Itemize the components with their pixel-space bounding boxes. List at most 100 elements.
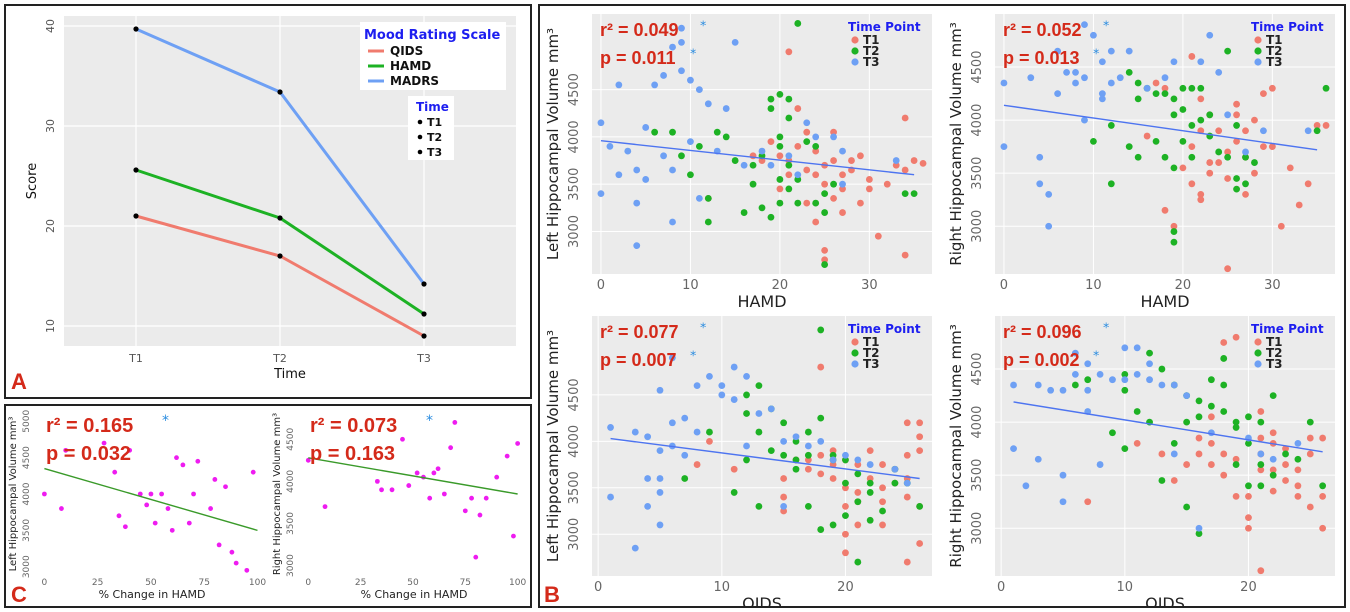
- x-tick-label: 0: [1000, 278, 1008, 293]
- data-point-t3: [842, 451, 849, 459]
- data-point: [431, 470, 437, 476]
- data-point-t2: [1232, 424, 1240, 431]
- data-point-t3: [606, 142, 614, 150]
- data-point-t2: [1134, 95, 1142, 103]
- data-point-t3: [668, 419, 676, 427]
- data-point-t1: [901, 251, 909, 259]
- data-point-t1: [854, 521, 862, 529]
- data-point-t3: [1158, 381, 1166, 389]
- data-point-t1: [1319, 434, 1327, 442]
- r-squared-label: r² = 0.052: [1003, 20, 1082, 40]
- data-point-t3: [1059, 498, 1067, 506]
- data-point-t2: [767, 95, 775, 103]
- data-point-t3: [693, 428, 701, 436]
- x-tick-label: 50: [145, 578, 157, 588]
- data-point-t1: [1188, 180, 1196, 188]
- data-point-t1: [785, 171, 793, 179]
- data-point-t3: [1109, 376, 1116, 384]
- legend-key-t1: [1254, 338, 1262, 346]
- data-point-t2: [1107, 180, 1115, 188]
- data-point-t1: [1161, 84, 1169, 92]
- legend-label: T2: [863, 346, 880, 360]
- data-point-t2: [1319, 482, 1327, 490]
- data-point-t3: [1197, 58, 1205, 66]
- data-point-t3: [1170, 58, 1178, 66]
- data-point-t3: [1098, 95, 1106, 103]
- y-tick-label: 3000: [567, 518, 582, 551]
- data-point-t1: [1207, 439, 1215, 447]
- data-point-t2: [792, 465, 800, 473]
- data-point-t1: [892, 161, 900, 169]
- data-point: [195, 458, 201, 464]
- plot-area: [592, 14, 932, 274]
- data-point-t2: [916, 502, 924, 510]
- data-point-t2: [1257, 461, 1265, 468]
- panel-label-a: A: [11, 369, 27, 394]
- panel-label-b: B: [544, 582, 560, 607]
- data-point-t3: [1027, 74, 1035, 82]
- data-point-t2: [755, 382, 763, 390]
- data-point-t1: [1251, 116, 1258, 124]
- data-point-t1: [903, 558, 911, 566]
- legend-key-t2: [851, 349, 859, 357]
- r-squared-label: r² = 0.165: [46, 415, 133, 437]
- data-point: [133, 167, 139, 173]
- y-tick-label: 3000: [22, 555, 32, 578]
- data-point-t1: [1282, 461, 1289, 468]
- data-point: [250, 469, 256, 475]
- data-point-t1: [848, 157, 855, 164]
- y-tick-label: 4500: [567, 73, 582, 106]
- data-point: [63, 447, 69, 453]
- data-point-t1: [1170, 477, 1178, 484]
- data-point-t1: [830, 194, 837, 202]
- data-point-t2: [1242, 153, 1249, 161]
- data-point-t1: [901, 114, 909, 122]
- data-point-t3: [1121, 344, 1129, 352]
- significance-star: *: [700, 18, 706, 33]
- data-point-t2: [785, 114, 793, 122]
- data-point-t2: [1125, 143, 1133, 151]
- data-point: [469, 495, 474, 501]
- y-axis-title: Score: [25, 163, 40, 199]
- legend-key-t3: [1254, 360, 1262, 368]
- data-point-t1: [730, 465, 738, 473]
- panel-b: 3000 3500 4000 4500 0 10 20 30 HAMD Left Hippocam…: [538, 4, 1346, 608]
- data-point-t1: [1188, 143, 1196, 151]
- y-axis-title: Right Hippocampal Volume mm³: [272, 413, 283, 575]
- data-point-t1: [812, 171, 820, 179]
- p-value-label: p = 0.013: [1003, 48, 1080, 68]
- x-tick-label: 75: [198, 578, 209, 588]
- data-point-t2: [1121, 370, 1129, 378]
- data-point-t1: [1224, 175, 1232, 182]
- data-point-t3: [660, 152, 667, 160]
- y-tick-label: 3500: [567, 471, 582, 504]
- data-point-t1: [1319, 493, 1327, 500]
- data-point-t3: [1146, 360, 1153, 368]
- data-point-t3: [767, 405, 775, 413]
- data-point-t2: [1294, 455, 1302, 463]
- data-point-t2: [776, 90, 784, 98]
- data-point: [59, 506, 64, 511]
- data-point-t1: [866, 447, 874, 455]
- data-point: [127, 447, 133, 453]
- x-tick-label: 10: [714, 580, 731, 595]
- data-point-t3: [1133, 344, 1141, 352]
- data-point-t2: [1245, 413, 1252, 421]
- data-point-t3: [1034, 381, 1042, 389]
- y-tick-label: 3000: [567, 215, 582, 248]
- data-point: [148, 491, 154, 497]
- data-point-t1: [1282, 445, 1289, 453]
- data-point-t3: [1294, 439, 1302, 447]
- data-point-t2: [1257, 482, 1265, 490]
- data-point-t1: [1242, 191, 1249, 198]
- data-point-t3: [644, 502, 652, 510]
- data-point-t2: [755, 502, 763, 510]
- data-point-t1: [1158, 450, 1166, 458]
- data-point-t3: [656, 447, 664, 455]
- data-point-t1: [1179, 164, 1187, 172]
- plot-area: [995, 316, 1335, 576]
- data-point-t3: [1054, 90, 1062, 97]
- data-point-t3: [718, 391, 726, 399]
- data-point-t1: [839, 171, 846, 179]
- legend-box: [360, 22, 506, 90]
